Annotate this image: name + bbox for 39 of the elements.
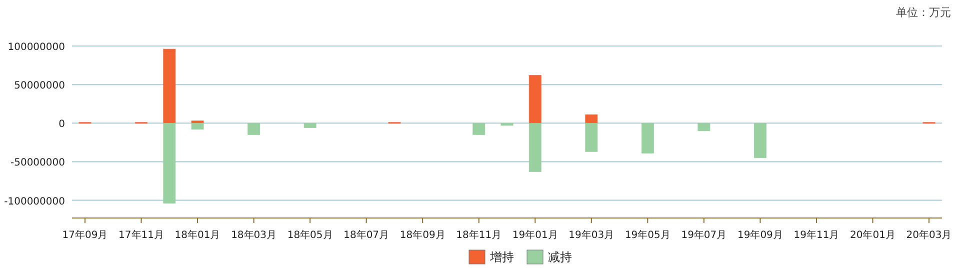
bar — [304, 122, 316, 128]
bar — [528, 122, 542, 172]
x-tick-label: 19年01月 — [512, 229, 558, 241]
bar — [528, 75, 542, 124]
bar — [500, 122, 514, 126]
x-tick-label: 20年03月 — [906, 229, 952, 241]
x-tick-label: 17年11月 — [118, 229, 164, 241]
y-tick-label: 100000000 — [8, 42, 65, 53]
bar — [585, 122, 598, 152]
text: 单位：万元 — [896, 6, 951, 19]
bar — [698, 122, 710, 132]
x-tick-label: 19年03月 — [568, 229, 614, 241]
y-tick-label: 0 — [58, 119, 65, 130]
bar — [163, 48, 176, 124]
x-tick-label: 18年11月 — [456, 229, 502, 241]
legend-label: 增持 — [489, 250, 514, 264]
x-tick-label: 18年07月 — [344, 229, 390, 241]
y-tick-label: -50000000 — [10, 158, 65, 169]
y-tick-label: -100000000 — [4, 196, 65, 208]
x-tick-label: 19年09月 — [737, 229, 783, 241]
bar — [191, 120, 204, 124]
bar — [641, 122, 654, 154]
legend-label: 减持 — [548, 250, 572, 264]
x-tick-label: 18年03月 — [231, 229, 277, 241]
x-tick-label: 18年01月 — [174, 229, 220, 241]
x-tick-label: 17年09月 — [62, 229, 108, 241]
x-tick-label: 19年11月 — [794, 229, 840, 241]
x-tick-label: 18年09月 — [400, 229, 446, 241]
bar — [472, 122, 486, 135]
bar — [248, 122, 260, 135]
x-tick-label: 19年07月 — [681, 229, 727, 241]
x-tick-label: 20年01月 — [850, 229, 896, 241]
bar — [191, 122, 204, 130]
bar — [754, 122, 766, 158]
x-tick-label: 19年05月 — [624, 229, 670, 241]
bar — [585, 114, 598, 124]
x-tick-label: 18年05月 — [287, 229, 333, 241]
bar — [163, 122, 176, 204]
y-tick-label: 50000000 — [14, 80, 65, 92]
